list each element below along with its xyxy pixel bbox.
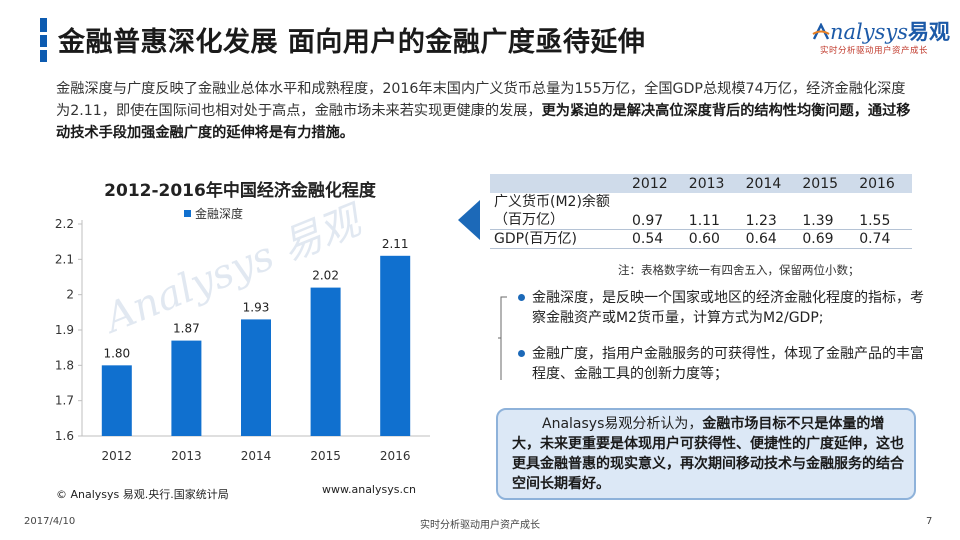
x-tick-label: 2015 bbox=[310, 449, 341, 463]
conclusion-bold-text: 金融市场目标不只是体量的增大，未来更重要是体现用户可获得性、便捷性的广度延伸，这… bbox=[512, 416, 904, 492]
chart-title: 2012-2016年中国经济金融化程度 bbox=[104, 181, 376, 201]
y-tick-label: 1.8 bbox=[55, 358, 74, 372]
table-cell: 0.60 bbox=[688, 231, 720, 247]
table-row-label: 广义货币(M2)余额（百万亿） bbox=[494, 194, 610, 228]
data-label: 2.11 bbox=[382, 237, 409, 251]
page-number: 7 bbox=[926, 516, 933, 527]
y-tick-label: 1.7 bbox=[55, 394, 74, 408]
table-cell: 1.55 bbox=[859, 213, 891, 229]
table-cell: 0.69 bbox=[802, 231, 834, 247]
table-header-row: 2012 2013 2014 2015 2016 bbox=[490, 174, 912, 193]
x-tick-label: 2016 bbox=[380, 449, 411, 463]
table-header-year: 2012 bbox=[632, 175, 668, 192]
table-cell: 1.23 bbox=[745, 213, 777, 229]
data-table: 2012 2013 2014 2015 2016 广义货币(M2)余额（百万亿）… bbox=[490, 174, 912, 249]
table-header-year: 2016 bbox=[859, 175, 895, 192]
title-accent-bar bbox=[40, 18, 50, 62]
y-tick-label: 1.6 bbox=[55, 429, 74, 443]
footer-date: 2017/4/10 bbox=[24, 516, 76, 527]
analysys-logo: nalysys易观 实时分析驱动用户资产成长 bbox=[812, 16, 950, 62]
table-note: 注：表格数字统一有四舍五入，保留两位小数； bbox=[618, 263, 860, 277]
bar bbox=[101, 365, 132, 436]
footer-tagline: 实时分析驱动用户资产成长 bbox=[420, 520, 540, 531]
bar bbox=[241, 319, 271, 436]
table-header-year: 2015 bbox=[802, 175, 839, 192]
logo-cn-text: 易观 bbox=[908, 20, 951, 44]
chart-source: © Analysys 易观.央行.国家统计局 bbox=[56, 488, 229, 501]
y-tick-label: 2 bbox=[66, 288, 74, 302]
table-header-year: 2013 bbox=[688, 175, 725, 192]
data-label: 1.93 bbox=[243, 300, 270, 314]
bar bbox=[380, 255, 411, 436]
bullet-dot-icon bbox=[518, 294, 525, 301]
table-header-year: 2014 bbox=[745, 175, 782, 192]
intro-text: 金融深度与广度反映了金融业总体水平和成熟程度，2016年末国内广义货币总量为15… bbox=[56, 81, 906, 119]
x-tick-label: 2013 bbox=[171, 449, 202, 463]
financial-depth-bar-chart: 1.6 1.7 1.8 1.9 2 2.1 2.2 1.80 2012 1.87 2013 1.93 2… bbox=[55, 206, 430, 463]
table-cell: 0.97 bbox=[632, 213, 664, 229]
bracket-icon bbox=[498, 296, 507, 380]
logo-wordmark: nalysys易观 bbox=[812, 16, 950, 46]
bar bbox=[171, 340, 202, 436]
data-label: 1.80 bbox=[103, 346, 130, 360]
page-title: 金融普惠深化发展 面向用户的金融广度亟待延伸 bbox=[58, 27, 646, 58]
y-tick-label: 2.1 bbox=[55, 252, 74, 266]
y-tick-label: 2.2 bbox=[55, 217, 74, 231]
conclusion-prefix: Analasys易观分析认为， bbox=[542, 416, 703, 432]
y-tick-label: 1.9 bbox=[55, 323, 74, 337]
list-item: 金融广度，指用户金融服务的可获得性，体现了金融产品的丰富程度、金融工具的创新力度… bbox=[516, 344, 924, 384]
table-row-label: GDP(百万亿) bbox=[494, 231, 577, 247]
table-row: GDP(百万亿) 0.54 0.60 0.64 0.69 0.74 bbox=[490, 230, 912, 249]
bullet-text: 金融广度，指用户金融服务的可获得性，体现了金融产品的丰富程度、金融工具的创新力度… bbox=[532, 346, 924, 382]
table-cell: 0.74 bbox=[859, 231, 891, 247]
table-cell: 0.54 bbox=[632, 231, 664, 247]
conclusion-box: Analasys易观分析认为，金融市场目标不只是体量的增大，未来更重要是体现用户… bbox=[496, 408, 916, 500]
legend-swatch bbox=[184, 210, 191, 217]
intro-bold-text: 更为紧迫的是解决高位深度背后的结构性均衡问题，通过移动技术手段加强金融广度的延伸… bbox=[56, 103, 911, 141]
bullet-text: 金融深度，是反映一个国家或地区的经济金融化程度的指标，考察金融资产或M2货币量，… bbox=[532, 290, 924, 326]
x-tick-label: 2014 bbox=[241, 449, 272, 463]
bullet-dot-icon bbox=[518, 350, 525, 357]
chart-site: www.analysys.cn bbox=[322, 483, 416, 496]
x-tick-label: 2012 bbox=[102, 449, 133, 463]
table-header-blank bbox=[490, 174, 628, 193]
table-row: 广义货币(M2)余额（百万亿） 0.97 1.11 1.23 1.39 1.55 bbox=[490, 193, 912, 230]
logo-tagline: 实时分析驱动用户资产成长 bbox=[820, 46, 929, 56]
definition-list: 金融深度，是反映一个国家或地区的经济金融化程度的指标，考察金融资产或M2货币量，… bbox=[516, 288, 924, 384]
table-cell: 1.11 bbox=[688, 213, 720, 229]
list-item: 金融深度，是反映一个国家或地区的经济金融化程度的指标，考察金融资产或M2货币量，… bbox=[516, 288, 924, 328]
intro-paragraph: 金融深度与广度反映了金融业总体水平和成熟程度，2016年末国内广义货币总量为15… bbox=[56, 78, 916, 144]
data-label: 1.87 bbox=[173, 322, 200, 336]
legend-label: 金融深度 bbox=[195, 206, 243, 221]
table-cell: 0.64 bbox=[745, 231, 777, 247]
arrow-left-icon bbox=[458, 200, 480, 240]
data-label: 2.02 bbox=[312, 269, 339, 283]
table-cell: 1.39 bbox=[802, 213, 834, 229]
bar bbox=[310, 287, 341, 436]
logo-a-mark-icon bbox=[812, 22, 830, 40]
logo-word-text: nalysys bbox=[830, 20, 909, 44]
